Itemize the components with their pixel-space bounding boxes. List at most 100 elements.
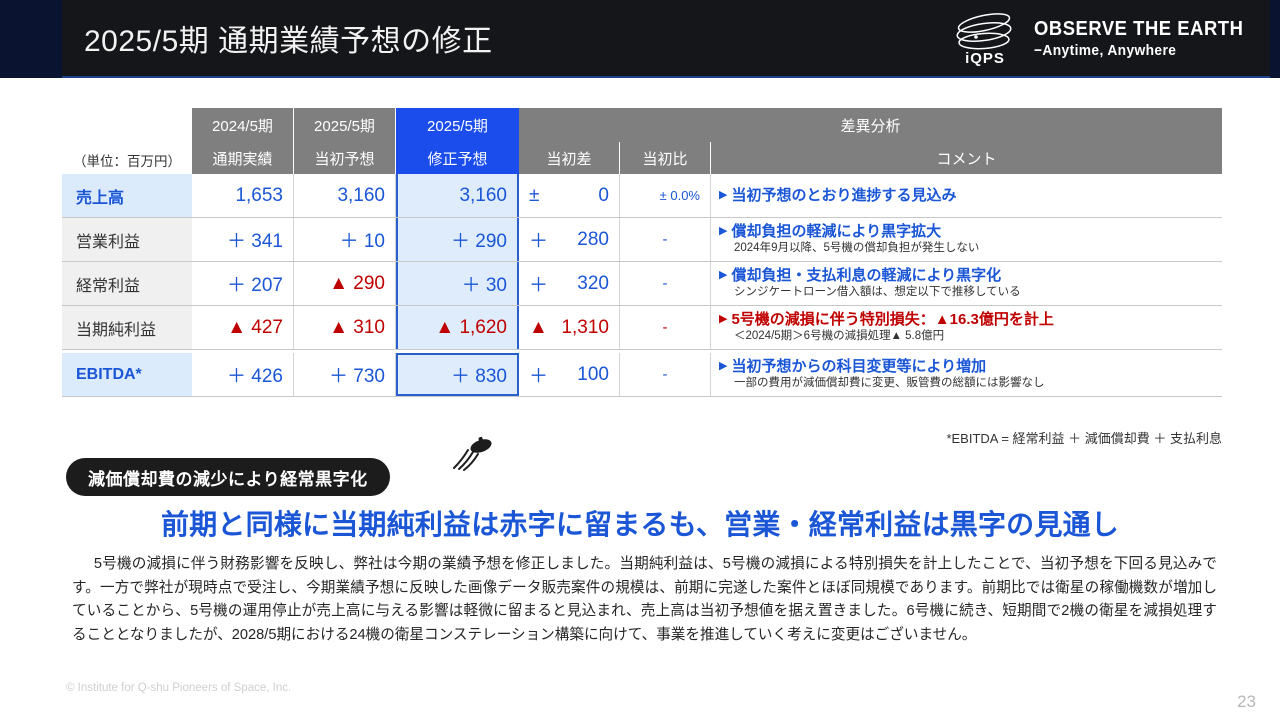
- ebitda-comment-sub: 一部の費用が減価償却費に変更、販管費の総額には影響なし: [734, 377, 1045, 390]
- op-revised: ＋ 290: [396, 218, 519, 261]
- key-message-headline: 前期と同様に当期純利益は赤字に留まるも、営業・経常利益は黒字の見通し: [161, 509, 1119, 540]
- logo-tagline-secondary: −Anytime, Anywhere: [1034, 42, 1177, 60]
- sales-initial: 3,160: [294, 174, 396, 217]
- satellite-icon: [448, 434, 494, 474]
- header-comment: コメント: [711, 142, 1222, 174]
- page-title: 2025/5期 通期業績予想の修正: [84, 25, 493, 58]
- header-col2-kind: 当初予想: [294, 142, 396, 174]
- slide-header-bar: 2025/5期 通期業績予想の修正 iQPS OBSERVE THE EARTH…: [0, 0, 1280, 78]
- ord-diff-value: 320: [577, 272, 609, 294]
- logo-tagline-primary: OBSERVE THE EARTH: [1034, 18, 1244, 41]
- table-row: 営業利益 ＋ 341 ＋ 10 ＋ 290 ＋ 280 - ▶ 償却負担の軽減によ…: [62, 218, 1222, 262]
- row-label-sales: 売上高: [62, 174, 192, 217]
- sales-revised: 3,160: [396, 174, 519, 217]
- page-number: 23: [1237, 692, 1256, 711]
- net-diff-value: 1,310: [561, 316, 609, 338]
- sales-actual: 1,653: [192, 174, 294, 217]
- body-paragraph: 5号機の減損に伴う財務影響を反映し、弊社は今期の業績予想を修正しました。当期純利…: [72, 553, 1217, 648]
- bullet-icon: ▶: [719, 312, 728, 325]
- body-paragraph-text: 5号機の減損に伴う財務影響を反映し、弊社は今期の業績予想を修正しました。当期純利…: [72, 556, 1217, 643]
- ebitda-diff-value: 100: [577, 363, 609, 385]
- company-logo: iQPS OBSERVE THE EARTH −Anytime, Anywher…: [948, 9, 1262, 69]
- table-row: EBITDA* ＋ 426 ＋ 730 ＋ 830 ＋ 100 - ▶ 当初予想か…: [62, 353, 1222, 397]
- header-corner-blank: [62, 108, 192, 142]
- net-comment: ▶ 5号機の減損に伴う特別損失：▲16.3億円を計上 ＜2024/5期＞6号機の減…: [711, 306, 1222, 349]
- ebitda-revised: ＋ 830: [396, 353, 519, 396]
- sales-comment: ▶ 当初予想のとおり進捗する見込み: [711, 174, 1222, 217]
- header-col3-year: 2025/5期: [396, 108, 519, 142]
- header-col3-kind: 修正予想: [396, 142, 519, 174]
- row-label-ebitda: EBITDA*: [62, 353, 192, 396]
- header-initial-ratio: 当初比: [620, 142, 711, 174]
- net-revised: ▲ 1,620: [396, 306, 519, 349]
- net-comment-sub: ＜2024/5期＞6号機の減損処理▲ 5.8億円: [734, 330, 945, 343]
- net-actual: ▲ 427: [192, 306, 294, 349]
- ord-initial: ▲ 290: [294, 262, 396, 305]
- ord-ratio-value: -: [662, 275, 668, 292]
- sales-comment-text: 当初予想のとおり進捗する見込み: [731, 186, 957, 204]
- sales-diff: ± 0: [519, 174, 620, 217]
- header-col1-year: 2024/5期: [192, 108, 294, 142]
- ord-comment-sub: シンジケートローン借入額は、想定以下で推移している: [734, 286, 1021, 299]
- ebitda-footnote: *EBITDA = 経常利益 ＋ 減価償却費 ＋ 支払利息: [946, 431, 1222, 446]
- ebitda-actual: ＋ 426: [192, 353, 294, 396]
- bullet-icon: ▶: [719, 268, 728, 281]
- sales-comment-main: ▶ 当初予想のとおり進捗する見込み: [719, 187, 956, 204]
- row-label-operating-profit: 営業利益: [62, 218, 192, 261]
- ebitda-comment-main: ▶ 当初予想からの科目変更等により増加: [719, 358, 986, 375]
- ord-comment-main: ▶ 償却負担・支払利息の軽減により黒字化: [719, 267, 1001, 284]
- op-ratio: -: [620, 218, 711, 261]
- header-col1-kind: 通期実績: [192, 142, 294, 174]
- op-diff: ＋ 280: [519, 218, 620, 261]
- ord-actual: ＋ 207: [192, 262, 294, 305]
- callout-pill: 減価償却費の減少により経常黒字化: [66, 458, 390, 496]
- op-initial: ＋ 10: [294, 218, 396, 261]
- svg-text:iQPS: iQPS: [965, 50, 1005, 67]
- op-ratio-value: -: [662, 231, 668, 248]
- header-col2-year: 2025/5期: [294, 108, 396, 142]
- ord-diff-sign: ＋: [529, 275, 549, 296]
- sales-ratio-value: ± 0.0%: [659, 188, 700, 203]
- iqps-orbit-icon: iQPS: [948, 10, 1022, 68]
- op-comment-main: ▶ 償却負担の軽減により黒字拡大: [719, 223, 941, 240]
- net-ratio-value: -: [662, 319, 668, 336]
- net-initial: ▲ 310: [294, 306, 396, 349]
- op-comment: ▶ 償却負担の軽減により黒字拡大 2024年9月以降、5号機の償却負担が発生しない: [711, 218, 1222, 261]
- ebitda-ratio: -: [620, 353, 711, 396]
- ebitda-comment: ▶ 当初予想からの科目変更等により増加 一部の費用が減価償却費に変更、販管費の総額…: [711, 353, 1222, 396]
- ord-revised: ＋ 30: [396, 262, 519, 305]
- ord-diff: ＋ 320: [519, 262, 620, 305]
- net-comment-text: 5号機の減損に伴う特別損失：▲16.3億円を計上: [731, 310, 1054, 328]
- unit-label: （単位：百万円）: [73, 154, 181, 169]
- ebitda-initial: ＋ 730: [294, 353, 396, 396]
- header-initial-diff: 当初差: [519, 142, 620, 174]
- net-ratio: -: [620, 306, 711, 349]
- table-header-row-top: 2024/5期 2025/5期 2025/5期 差異分析: [62, 108, 1222, 142]
- op-comment-text: 償却負担の軽減により黒字拡大: [731, 222, 942, 240]
- op-diff-sign: ＋: [529, 231, 549, 252]
- sales-diff-value: 0: [598, 184, 609, 206]
- financial-forecast-table: 2024/5期 2025/5期 2025/5期 差異分析 （単位：百万円） 通期…: [62, 108, 1222, 397]
- net-diff-sign: ▲: [529, 316, 548, 338]
- ord-ratio: -: [620, 262, 711, 305]
- table-header-row-bottom: （単位：百万円） 通期実績 当初予想 修正予想 当初差 当初比 コメント: [62, 142, 1222, 174]
- ebitda-diff-sign: ＋: [529, 366, 549, 387]
- row-label-ordinary-profit: 経常利益: [62, 262, 192, 305]
- ord-comment-text: 償却負担・支払利息の軽減により黒字化: [731, 266, 1002, 284]
- net-diff: ▲ 1,310: [519, 306, 620, 349]
- table-row: 当期純利益 ▲ 427 ▲ 310 ▲ 1,620 ▲ 1,310 - ▶ 5号機…: [62, 306, 1222, 350]
- ebitda-ratio-value: -: [662, 366, 668, 383]
- table-row: 売上高 1,653 3,160 3,160 ± 0 ± 0.0% ▶ 当初予想のと…: [62, 174, 1222, 218]
- bullet-icon: ▶: [719, 188, 728, 201]
- copyright-notice: © Institute for Q-shu Pioneers of Space,…: [66, 682, 292, 694]
- ord-comment: ▶ 償却負担・支払利息の軽減により黒字化 シンジケートローン借入額は、想定以下で推…: [711, 262, 1222, 305]
- ebitda-comment-text: 当初予想からの科目変更等により増加: [731, 357, 987, 375]
- op-actual: ＋ 341: [192, 218, 294, 261]
- row-label-net-income: 当期純利益: [62, 306, 192, 349]
- sales-diff-sign: ±: [529, 184, 540, 206]
- bullet-icon: ▶: [719, 224, 728, 237]
- sales-ratio: ± 0.0%: [620, 174, 711, 217]
- net-comment-main: ▶ 5号機の減損に伴う特別損失：▲16.3億円を計上: [719, 311, 1054, 328]
- op-diff-value: 280: [577, 228, 609, 250]
- bullet-icon: ▶: [719, 359, 728, 372]
